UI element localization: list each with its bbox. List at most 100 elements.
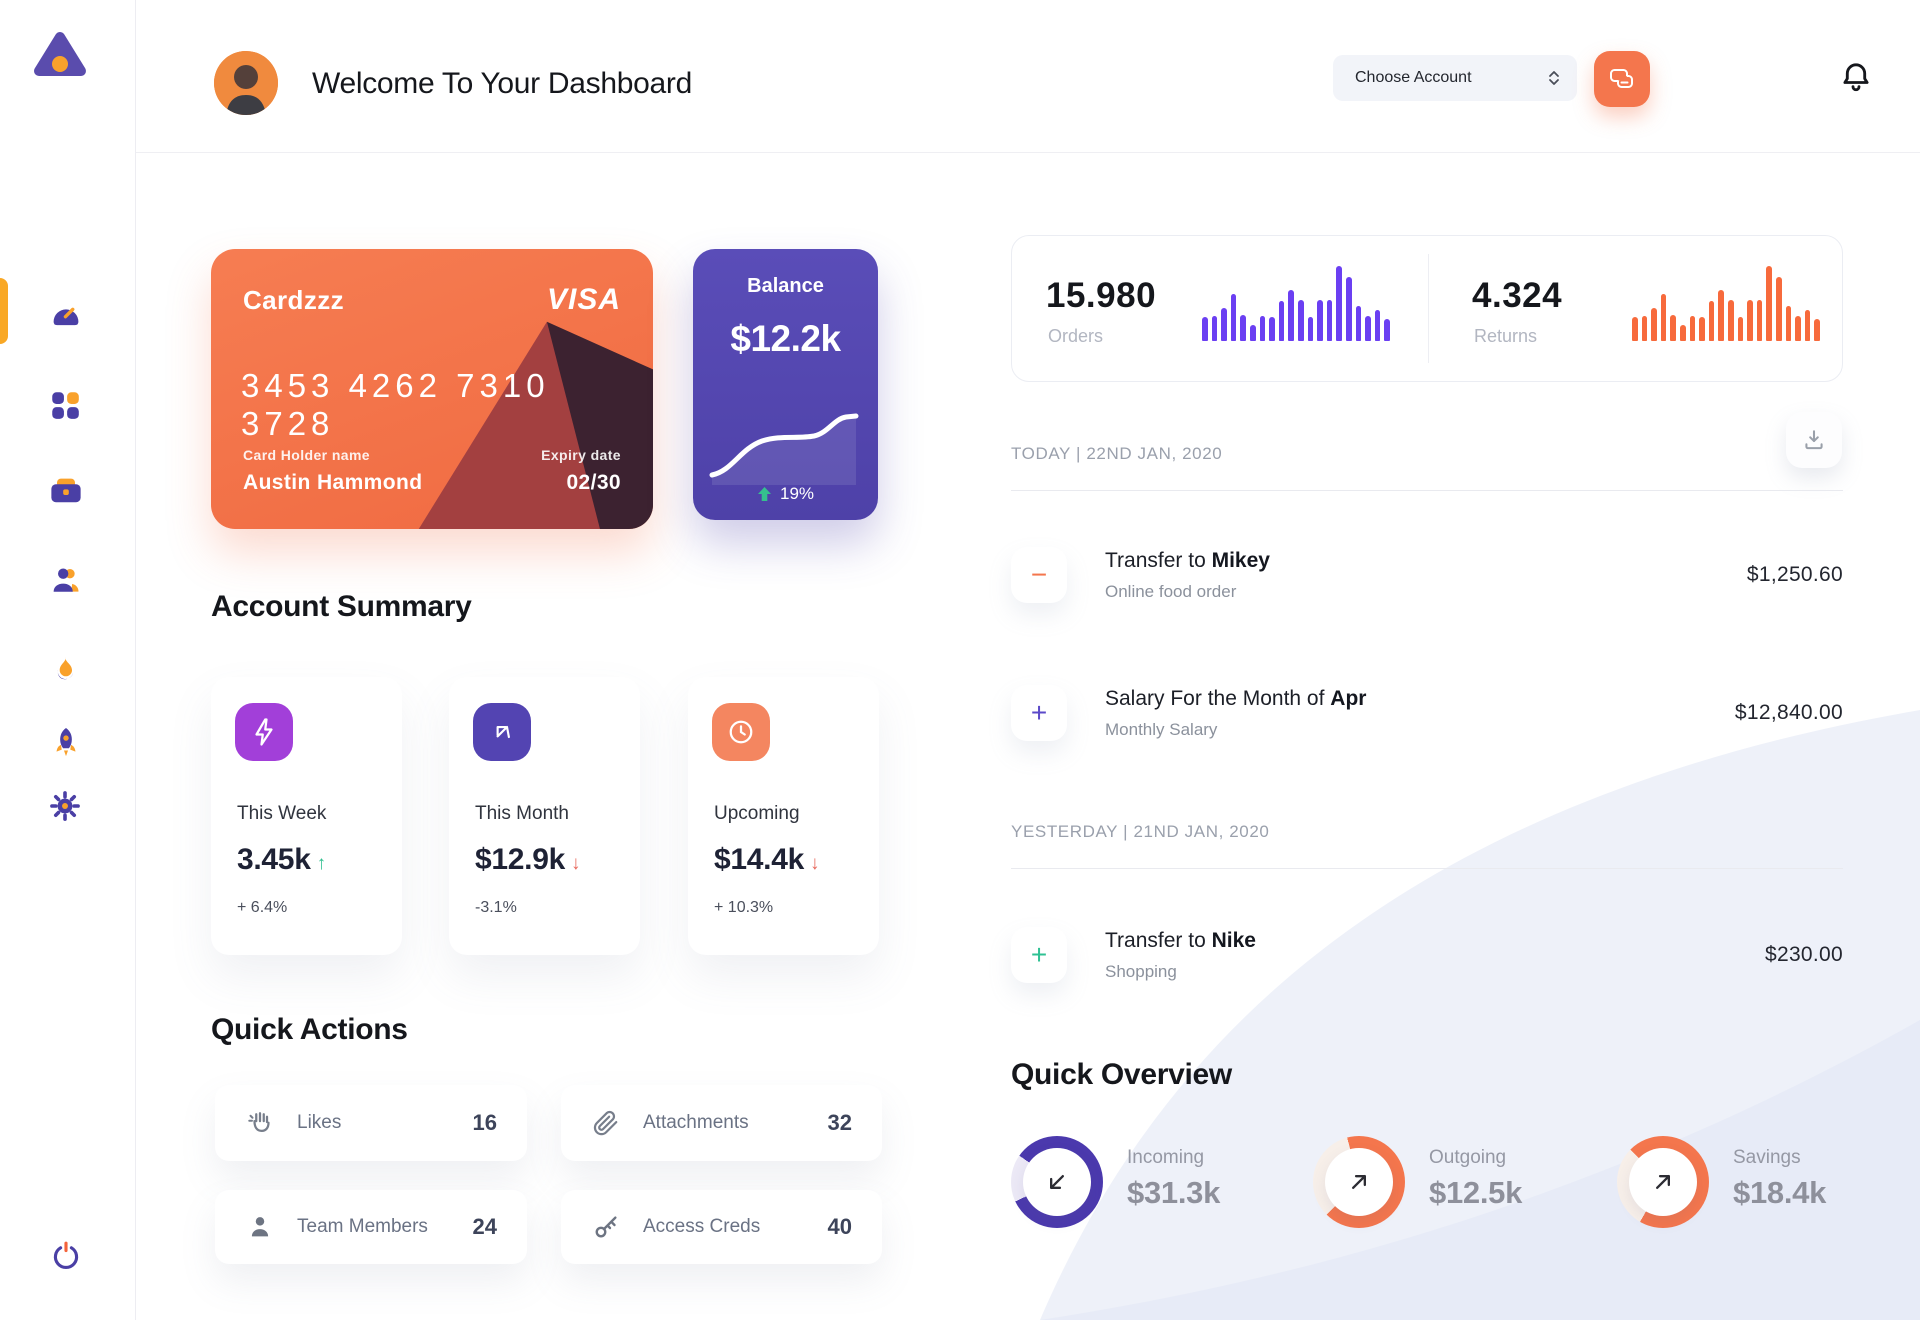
minus-icon: − (1011, 547, 1067, 603)
sidebar-item-activity[interactable] (48, 651, 88, 691)
transaction-text: Transfer to Mikey Online food order (1105, 549, 1270, 602)
gear-icon (50, 791, 80, 821)
card-name: Cardzzz (243, 285, 345, 315)
transactions-group-header-today: TODAY | 22ND JAN, 2020 (1011, 444, 1223, 463)
quick-action-count: 32 (827, 1110, 852, 1135)
dashboard-gauge-icon (53, 307, 79, 326)
flame-icon (57, 657, 74, 680)
quick-action-team-members[interactable]: Team Members 24 (215, 1190, 527, 1264)
arrow-up-left-icon (473, 703, 531, 761)
topbar: Welcome To Your Dashboard Choose Account (135, 0, 1920, 153)
sidebar-item-logout[interactable] (48, 1237, 88, 1277)
incoming-donut (1011, 1136, 1103, 1228)
summary-value: $12.9k ↓ (475, 843, 581, 876)
summary-value: $14.4k ↓ (714, 843, 820, 876)
orders-mini-chart (1202, 266, 1392, 341)
card-holder-label: Card Holder name (243, 447, 370, 463)
outgoing-value: $12.5k (1429, 1175, 1523, 1210)
sidebar-item-work[interactable] (48, 473, 88, 513)
returns-value: 4.324 (1472, 276, 1563, 315)
plus-icon: + (1011, 927, 1067, 983)
balance-trend-line (709, 413, 859, 485)
visa-logo: VISA (546, 283, 621, 316)
quick-action-count: 24 (472, 1214, 497, 1239)
summary-card-upcoming: Upcoming $14.4k ↓ + 10.3% (688, 677, 879, 955)
stats-divider (1428, 254, 1429, 363)
sidebar-item-launch[interactable] (48, 724, 88, 764)
arrow-down-left-icon (1011, 1136, 1103, 1228)
clap-icon (248, 1112, 270, 1133)
transaction-row-salary[interactable]: + Salary For the Month of Apr Monthly Sa… (1011, 674, 1843, 752)
transaction-row-nike[interactable]: + Transfer to Nike Shopping $230.00 (1011, 916, 1843, 994)
sidebar-item-apps[interactable] (48, 388, 88, 428)
select-chevrons-icon (1549, 71, 1559, 85)
returns-label: Returns (1474, 326, 1538, 346)
savings-value: $18.4k (1733, 1175, 1827, 1210)
summary-label: This Week (237, 803, 327, 824)
summary-change: + 10.3% (714, 899, 774, 916)
transaction-text: Salary For the Month of Apr Monthly Sala… (1105, 687, 1366, 740)
account-summary-title: Account Summary (211, 590, 472, 623)
transaction-subtitle: Shopping (1105, 961, 1177, 981)
download-button[interactable] (1786, 412, 1842, 468)
account-select[interactable]: Choose Account (1333, 55, 1577, 101)
app-logo (26, 24, 94, 92)
messages-button[interactable] (1594, 51, 1650, 107)
incoming-label: Incoming (1127, 1147, 1205, 1168)
card-expiry-label: Expiry date (541, 447, 621, 463)
transaction-subtitle: Online food order (1105, 581, 1237, 601)
summary-label: Upcoming (714, 803, 800, 824)
arrow-up-right-icon (1617, 1136, 1709, 1228)
card-holder-name: Austin Hammond (243, 471, 423, 494)
arrow-up-right-icon (1313, 1136, 1405, 1228)
balance-card: Balance $12.2k 19% (693, 249, 878, 520)
transaction-title: Salary For the Month of Apr (1105, 686, 1367, 710)
trend-arrow: ↑ (316, 853, 327, 874)
card-expiry-value: 02/30 (566, 471, 621, 494)
balance-value: $12.2k (730, 318, 841, 359)
summary-card-this-week: This Week 3.45k ↑ + 6.4% (211, 677, 402, 955)
sidebar-item-team[interactable] (48, 563, 88, 603)
paperclip-icon (593, 1110, 618, 1136)
balance-change: 19% (693, 484, 878, 504)
page-title: Welcome To Your Dashboard (312, 67, 692, 100)
transaction-amount: $1,250.60 (1746, 563, 1843, 586)
divider (1011, 490, 1843, 491)
summary-value: 3.45k ↑ (237, 843, 327, 876)
transaction-amount: $230.00 (1764, 943, 1843, 966)
savings-label: Savings (1733, 1147, 1801, 1168)
transaction-row-mikey[interactable]: − Transfer to Mikey Online food order $1… (1011, 536, 1843, 614)
transaction-text: Transfer to Nike Shopping (1105, 929, 1256, 982)
trend-arrow: ↓ (809, 853, 820, 874)
person-icon (251, 1217, 269, 1237)
quick-action-likes[interactable]: Likes 16 (215, 1085, 527, 1161)
account-select-label: Choose Account (1355, 69, 1472, 86)
sidebar-item-settings[interactable] (48, 789, 88, 829)
summary-card-this-month: This Month $12.9k ↓ -3.1% (449, 677, 640, 955)
sidebar-item-dashboard[interactable] (48, 297, 88, 337)
summary-label: This Month (475, 803, 569, 824)
quick-action-attachments[interactable]: Attachments 32 (561, 1085, 882, 1161)
clock-icon (712, 703, 770, 761)
team-users-icon (53, 568, 79, 592)
apps-grid-icon (52, 392, 79, 419)
orders-label: Orders (1048, 326, 1104, 346)
quick-action-label: Access Creds (643, 1216, 761, 1237)
transaction-subtitle: Monthly Salary (1105, 719, 1218, 739)
rocket-icon (56, 727, 76, 757)
key-icon (595, 1216, 617, 1238)
plus-icon: + (1011, 685, 1067, 741)
card-number: 3453 4262 7310 3728 (241, 367, 550, 442)
quick-action-access-creds[interactable]: Access Creds 40 (561, 1190, 882, 1264)
bolt-icon (235, 703, 293, 761)
transaction-title: Transfer to Nike (1105, 928, 1256, 952)
arrow-up-icon (757, 487, 771, 501)
sidebar-active-indicator (0, 278, 8, 344)
notifications-button[interactable] (1838, 60, 1874, 96)
chat-bubbles-icon (1610, 69, 1633, 88)
outgoing-label: Outgoing (1429, 1147, 1507, 1168)
user-avatar[interactable] (214, 51, 278, 115)
briefcase-icon (51, 478, 81, 503)
orders-returns-card: 15.980 Orders 4.324 Returns (1011, 235, 1843, 382)
